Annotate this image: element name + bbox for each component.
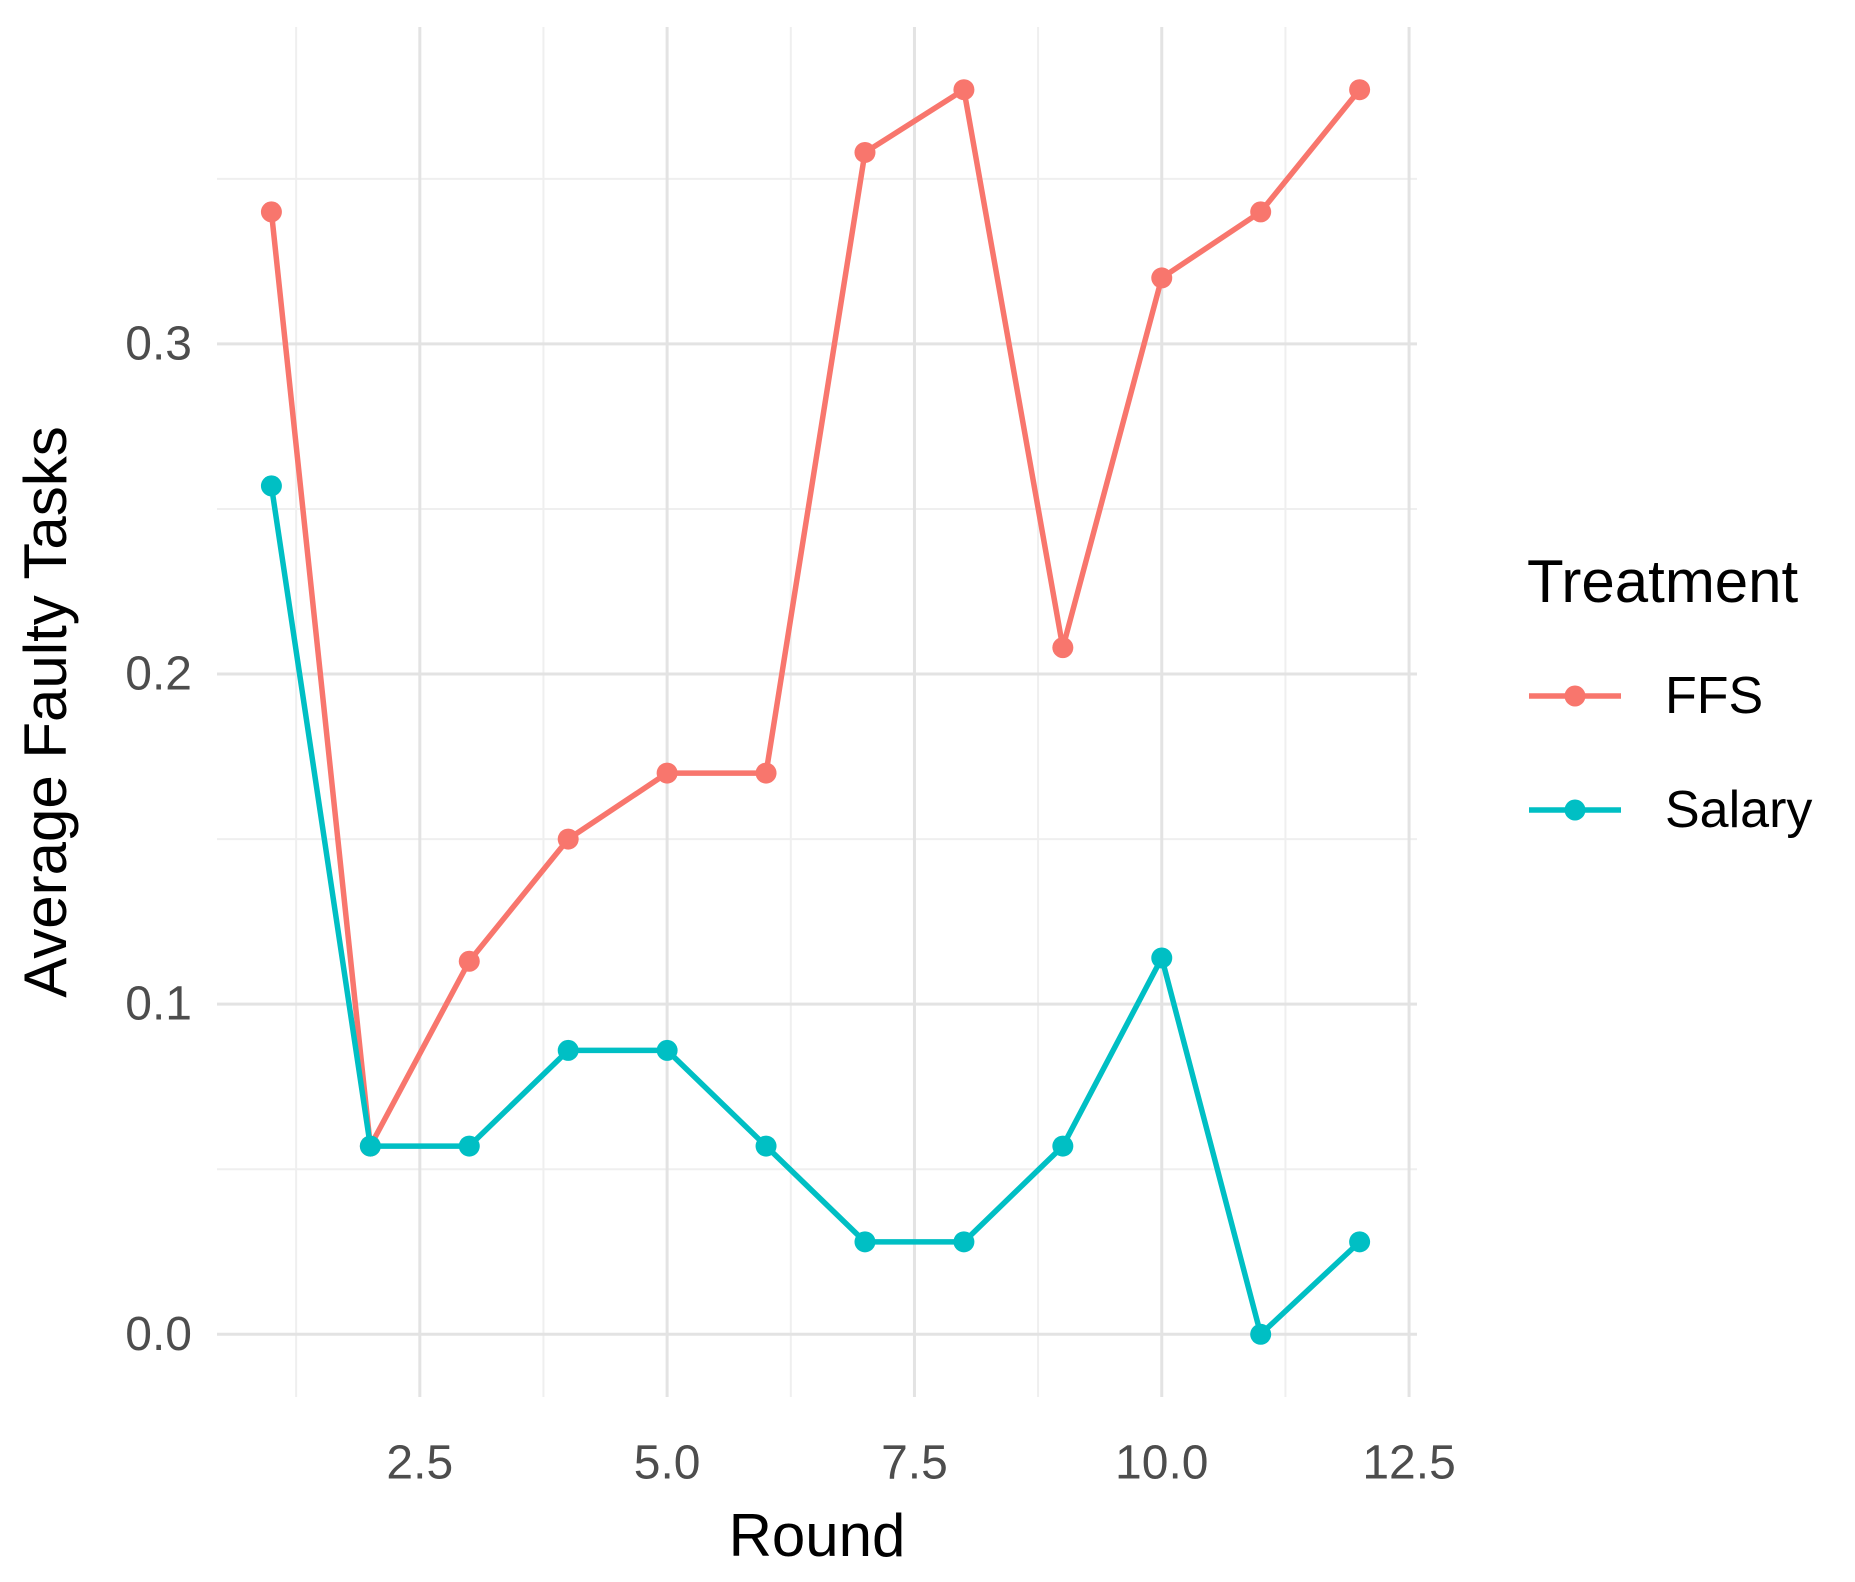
data-point-ffs <box>1250 201 1272 223</box>
x-tick-label: 10.0 <box>1115 1437 1208 1490</box>
ffs-line-marker-icon <box>1529 685 1621 707</box>
series-line-ffs <box>268 86 1363 1149</box>
x-tick-label: 7.5 <box>881 1437 948 1490</box>
y-tick-labels: 0.0 0.1 0.2 0.3 <box>125 317 192 1360</box>
data-point-ffs <box>656 762 678 784</box>
y-tick-label: 0.0 <box>125 1308 192 1361</box>
data-point-ffs <box>260 201 282 223</box>
data-point-ffs <box>557 828 579 850</box>
legend-title: Treatment <box>1527 548 1799 615</box>
y-tick-label: 0.1 <box>125 978 192 1031</box>
legend-entry-salary: Salary <box>1527 784 1847 836</box>
x-axis-title: Round <box>728 1502 906 1569</box>
data-point-salary <box>1052 1135 1074 1157</box>
legend-label-salary: Salary <box>1665 781 1813 839</box>
major-gridlines <box>217 27 1417 1397</box>
salary-line-marker-icon <box>1529 799 1621 821</box>
legend: Treatment FFS Salary <box>1527 552 1847 898</box>
data-point-salary <box>953 1231 975 1253</box>
minor-gridlines <box>217 27 1417 1397</box>
data-point-salary <box>260 475 282 497</box>
data-point-salary <box>1250 1323 1272 1345</box>
data-point-salary <box>755 1135 777 1157</box>
y-tick-label: 0.3 <box>125 317 192 370</box>
data-point-salary <box>854 1231 876 1253</box>
legend-label-ffs: FFS <box>1665 667 1764 725</box>
series-line-salary <box>268 483 1363 1338</box>
data-point-ffs <box>953 79 975 101</box>
data-point-ffs <box>854 141 876 163</box>
data-point-ffs <box>458 950 480 972</box>
x-tick-label: 5.0 <box>634 1437 701 1490</box>
data-point-salary <box>359 1135 381 1157</box>
data-point-salary <box>1151 947 1173 969</box>
data-point-salary <box>557 1039 579 1061</box>
data-point-salary <box>656 1039 678 1061</box>
data-point-ffs <box>755 762 777 784</box>
x-tick-label: 12.5 <box>1362 1437 1455 1490</box>
data-point-ffs <box>1151 267 1173 289</box>
x-tick-labels: 2.5 5.0 7.5 10.0 12.5 <box>386 1437 1455 1490</box>
data-point-salary <box>458 1135 480 1157</box>
data-point-ffs <box>1052 637 1074 659</box>
data-point-salary <box>1349 1231 1371 1253</box>
legend-entry-ffs: FFS <box>1527 670 1847 722</box>
y-tick-label: 0.2 <box>125 648 192 701</box>
x-tick-label: 2.5 <box>386 1437 453 1490</box>
data-point-ffs <box>1349 79 1371 101</box>
y-axis-title: Average Faulty Tasks <box>12 426 79 998</box>
data-series <box>260 79 1371 1345</box>
